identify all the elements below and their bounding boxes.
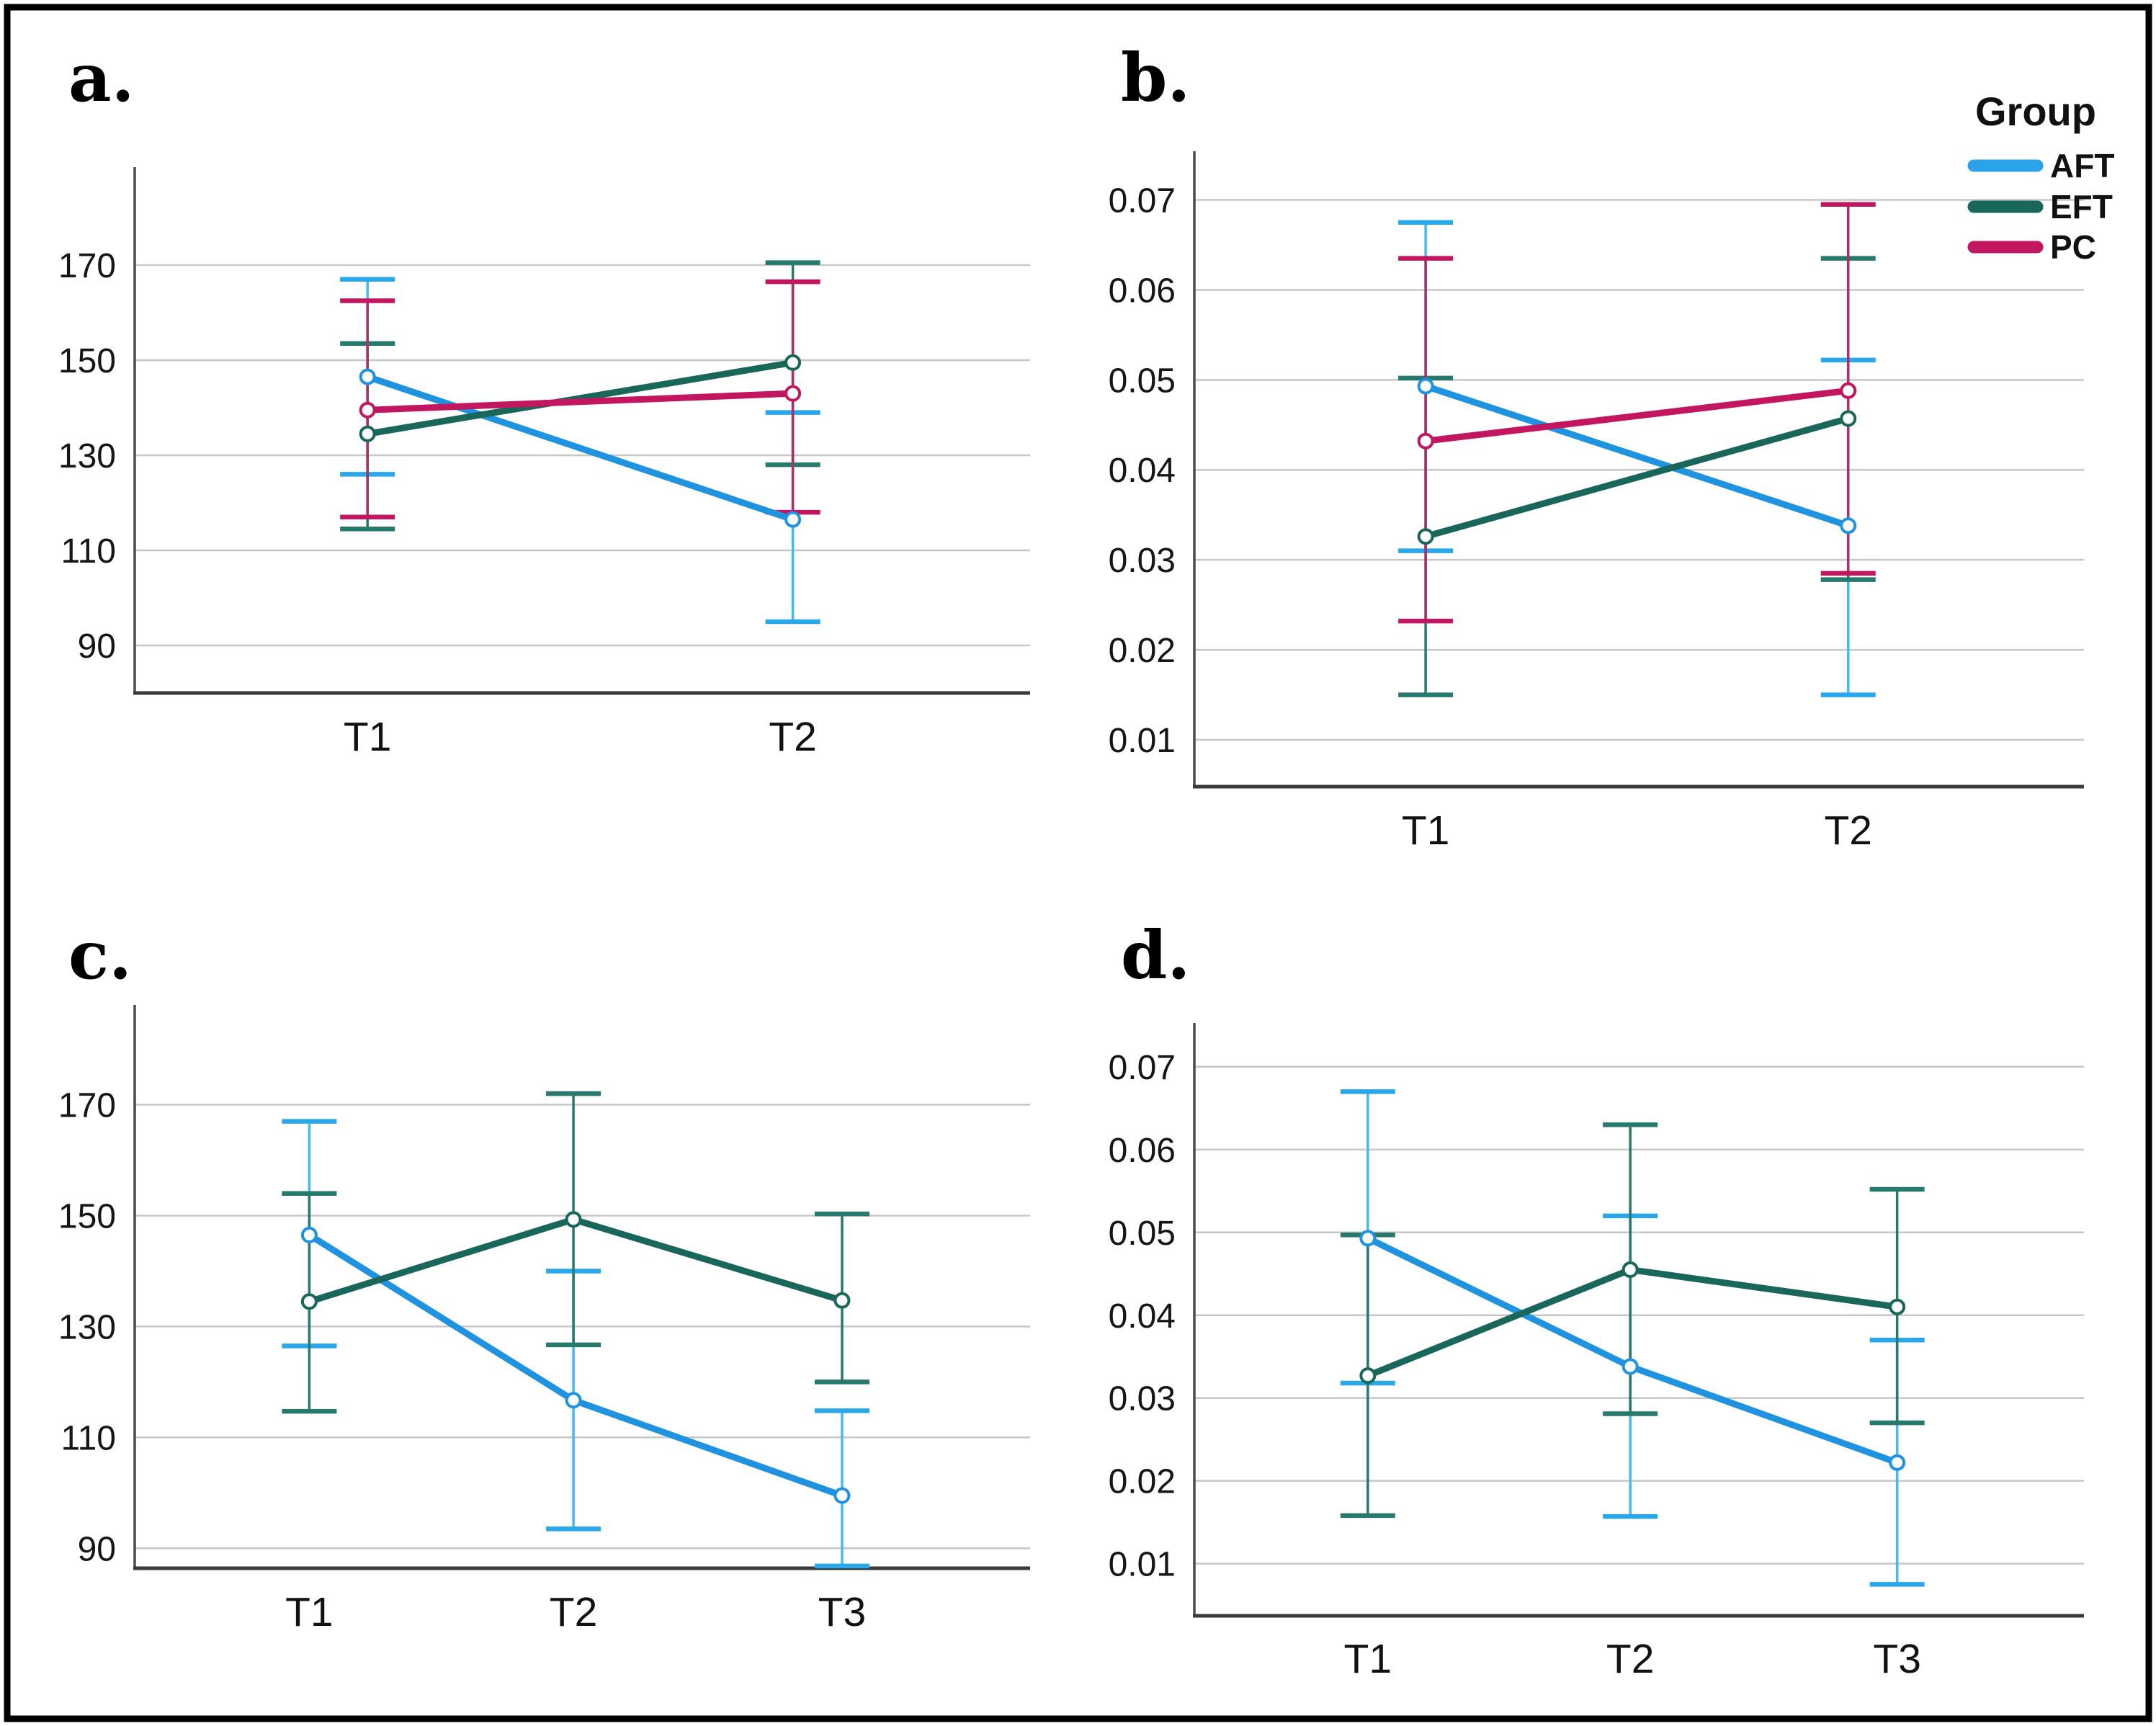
errorbars-EFT-d [1340, 1122, 1925, 1519]
legend-item-label-EFT: EFT [2050, 188, 2113, 225]
y-tick-label-d: 0.07 [1109, 1049, 1176, 1087]
series-line-EFT-a [364, 359, 797, 437]
marker-AFT-T1-b [1417, 377, 1434, 395]
y-tick-label-c: 110 [61, 1419, 116, 1457]
y-tick-label-c: 90 [78, 1530, 116, 1568]
marker-AFT-T2-b [1840, 517, 1857, 535]
marker-EFT-T1-a [359, 425, 376, 442]
marker-AFT-T3-d [1889, 1454, 1906, 1471]
panel-label-b: b. [1121, 39, 1190, 117]
series-line-PC-b [1422, 387, 1852, 444]
y-tick-label-d: 0.04 [1109, 1297, 1176, 1336]
y-tick-label-d: 0.06 [1109, 1132, 1176, 1170]
x-tick-label-a: T2 [769, 714, 817, 760]
marker-AFT-T2-a [784, 511, 802, 528]
y-tick-label-a: 130 [58, 437, 116, 475]
y-tick-label-a: 170 [58, 247, 116, 285]
series-line-EFT-b [1422, 415, 1852, 540]
x-tick-label-a: T1 [344, 714, 392, 760]
y-tick-label-d: 0.01 [1109, 1546, 1176, 1584]
x-tick-label-d: T1 [1344, 1636, 1392, 1682]
marker-AFT-T2-c [565, 1392, 582, 1409]
panel-a: a. 90 110 130 150 170 T1 T2 [58, 39, 1030, 760]
figure-border [4, 4, 2152, 1722]
marker-AFT-T1-a [359, 368, 376, 385]
marker-EFT-T1-b [1417, 528, 1434, 545]
marker-AFT-T3-c [833, 1487, 851, 1504]
errorbars-EFT-c [282, 1091, 869, 1414]
y-tick-label-c: 150 [58, 1197, 116, 1235]
panel-c: c. 90 110 130 150 170 T1 T2 T3 [58, 916, 1030, 1635]
y-tick-label-b: 0.05 [1109, 362, 1176, 400]
x-tick-label-b: T1 [1402, 808, 1450, 854]
legend-item-label-AFT: AFT [2050, 147, 2114, 184]
y-tick-label-b: 0.01 [1109, 722, 1176, 760]
marker-PC-T2-a [784, 385, 802, 402]
marker-EFT-T1-d [1359, 1367, 1377, 1385]
series-line-PC-a [364, 390, 797, 413]
marker-AFT-T1-d [1359, 1230, 1377, 1247]
y-tick-label-b: 0.07 [1109, 182, 1176, 220]
errorbars-AFT-d [1340, 1089, 1925, 1587]
marker-AFT-T1-c [300, 1226, 318, 1243]
y-tick-label-a: 110 [61, 532, 116, 571]
legend-title: Group [1975, 89, 2096, 134]
x-tick-label-d: T3 [1873, 1636, 1921, 1682]
marker-EFT-T2-d [1622, 1261, 1639, 1279]
marker-PC-T1-b [1417, 432, 1434, 450]
marker-PC-T2-b [1840, 382, 1857, 399]
y-tick-label-a: 90 [78, 627, 116, 666]
marker-EFT-T1-c [300, 1293, 318, 1310]
marker-EFT-T3-c [833, 1292, 851, 1309]
series-line-AFT-a [364, 373, 797, 523]
legend-item-label-PC: PC [2050, 228, 2096, 266]
panel-b: b. 0.01 0.02 0.03 0.04 0.05 0.06 0.07 T1 T2 [1109, 39, 2084, 854]
y-tick-label-a: 150 [58, 342, 116, 380]
marker-EFT-T3-d [1889, 1298, 1906, 1315]
panel-d: d. 0.01 0.02 0.03 0.04 0.05 0.06 0.07 T1 T2 T3 [1109, 916, 2084, 1682]
y-tick-label-d: 0.05 [1109, 1215, 1176, 1253]
y-tick-label-b: 0.03 [1109, 542, 1176, 580]
x-tick-label-d: T2 [1606, 1636, 1655, 1682]
marker-EFT-T2-c [565, 1211, 582, 1228]
marker-PC-T1-a [359, 401, 376, 419]
x-tick-label-c: T2 [550, 1589, 598, 1635]
marker-EFT-T2-a [784, 354, 802, 371]
y-tick-label-d: 0.02 [1109, 1463, 1176, 1501]
y-tick-label-c: 170 [58, 1087, 116, 1125]
x-tick-label-b: T2 [1824, 808, 1872, 854]
panel-label-c: c. [68, 916, 132, 994]
panel-label-a: a. [68, 39, 135, 117]
marker-AFT-T2-d [1622, 1358, 1639, 1375]
series-line-EFT-c [305, 1216, 846, 1305]
y-tick-label-d: 0.03 [1109, 1380, 1176, 1418]
panel-label-d: d. [1121, 916, 1190, 994]
marker-EFT-T2-b [1840, 410, 1857, 427]
y-tick-label-b: 0.02 [1109, 632, 1176, 670]
y-tick-label-b: 0.04 [1109, 452, 1176, 490]
x-tick-label-c: T3 [818, 1589, 867, 1635]
y-tick-label-c: 130 [58, 1308, 116, 1346]
y-tick-label-b: 0.06 [1109, 272, 1176, 310]
series-line-AFT-b [1422, 383, 1852, 529]
x-tick-label-c: T1 [285, 1589, 334, 1635]
